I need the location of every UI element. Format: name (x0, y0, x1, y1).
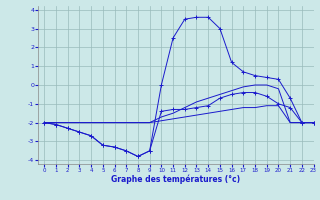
X-axis label: Graphe des températures (°c): Graphe des températures (°c) (111, 175, 241, 184)
